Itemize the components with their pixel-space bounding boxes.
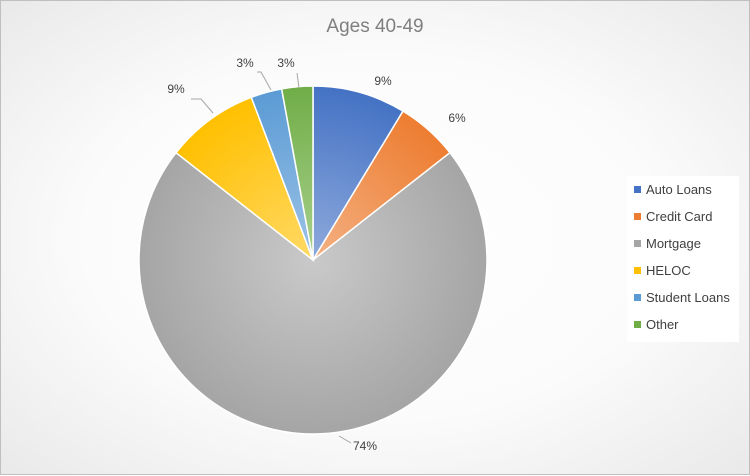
legend-swatch-other: [634, 321, 641, 328]
leader-line-heloc: [191, 98, 214, 114]
pie-slices: [138, 85, 488, 435]
data-label-auto-loans: 9%: [374, 74, 392, 88]
legend-swatch-heloc: [634, 267, 641, 274]
data-label-mortgage: 74%: [353, 439, 377, 453]
data-label-credit-card: 6%: [448, 111, 466, 125]
legend: Auto Loans Credit Card Mortgage HELOC Studen…: [627, 176, 739, 342]
data-label-other: 3%: [277, 56, 295, 70]
data-label-heloc: 9%: [167, 82, 185, 96]
legend-swatch-student-loans: [634, 294, 641, 301]
chart-title: Ages 40-49: [326, 16, 423, 37]
legend-swatch-mortgage: [634, 240, 641, 247]
legend-box: [627, 176, 739, 342]
legend-label-student-loans: Student Loans: [646, 290, 730, 305]
leader-line-student-loans: [257, 71, 272, 91]
legend-swatch-auto-loans: [634, 186, 641, 193]
slice-other[interactable]: [280, 85, 314, 261]
data-label-student-loans: 3%: [236, 56, 254, 70]
leader-line-mortgage: [338, 435, 352, 444]
slice-auto-loans[interactable]: [312, 85, 405, 263]
legend-label-mortgage: Mortgage: [646, 236, 701, 251]
data-labels: 9% 6% 74% 9% 3% 3%: [167, 56, 466, 453]
slice-mortgage[interactable]: [138, 151, 488, 435]
legend-label-heloc: HELOC: [646, 263, 691, 278]
legend-label-credit-card: Credit Card: [646, 209, 712, 224]
legend-swatch-credit-card: [634, 213, 641, 220]
leader-line-other: [296, 72, 300, 89]
slice-heloc[interactable]: [174, 96, 315, 263]
legend-label-other: Other: [646, 317, 679, 332]
legend-label-auto-loans: Auto Loans: [646, 182, 712, 197]
